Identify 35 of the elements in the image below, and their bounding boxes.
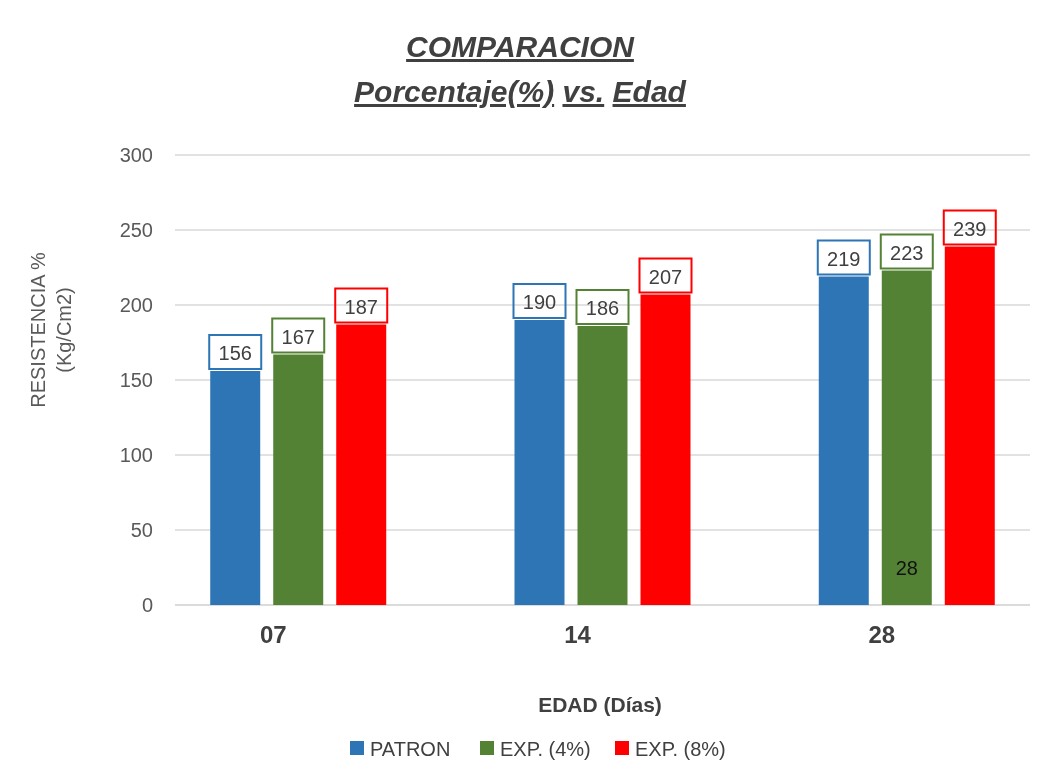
y-axis-title: RESISTENCIA % (Kg/Cm2) — [27, 251, 75, 408]
bar — [944, 246, 995, 605]
y-tick-label: 100 — [119, 444, 153, 466]
bar — [818, 276, 869, 605]
annotation: 28 — [895, 556, 918, 579]
data-label: 239 — [953, 217, 987, 240]
chart-title: COMPARACION Porcentaje(%) vs. Edad — [354, 30, 687, 108]
y-tick-label: 0 — [141, 594, 153, 616]
bar — [881, 270, 932, 605]
x-tick-label: 07 — [259, 621, 287, 648]
data-label: 223 — [890, 241, 924, 264]
legend-label: PATRON — [370, 738, 451, 760]
y-tick-label: 50 — [130, 519, 153, 541]
y-tick-label: 150 — [119, 369, 153, 391]
legend-label: EXP. (4%) — [500, 738, 591, 760]
data-label: 207 — [648, 265, 683, 288]
data-label: 190 — [522, 291, 557, 313]
data-label: 156 — [218, 342, 252, 364]
data-label: 186 — [585, 297, 620, 319]
bar — [210, 371, 261, 605]
bar — [577, 326, 628, 605]
x-tick-label: 28 — [868, 621, 896, 648]
data-label: 167 — [281, 325, 315, 348]
y-tick-label: 200 — [119, 294, 153, 316]
legend-label: EXP. (8%) — [635, 738, 726, 760]
bar — [514, 320, 565, 605]
x-tick-label: 14 — [564, 621, 592, 648]
bar — [640, 294, 691, 605]
data-label: 187 — [344, 295, 378, 318]
x-axis-title: EDAD (Días) — [538, 693, 662, 716]
y-tick-label: 300 — [119, 144, 153, 166]
bar — [336, 324, 387, 605]
data-label: 219 — [827, 247, 861, 270]
y-tick-label: 250 — [119, 219, 153, 241]
bar — [273, 354, 324, 605]
